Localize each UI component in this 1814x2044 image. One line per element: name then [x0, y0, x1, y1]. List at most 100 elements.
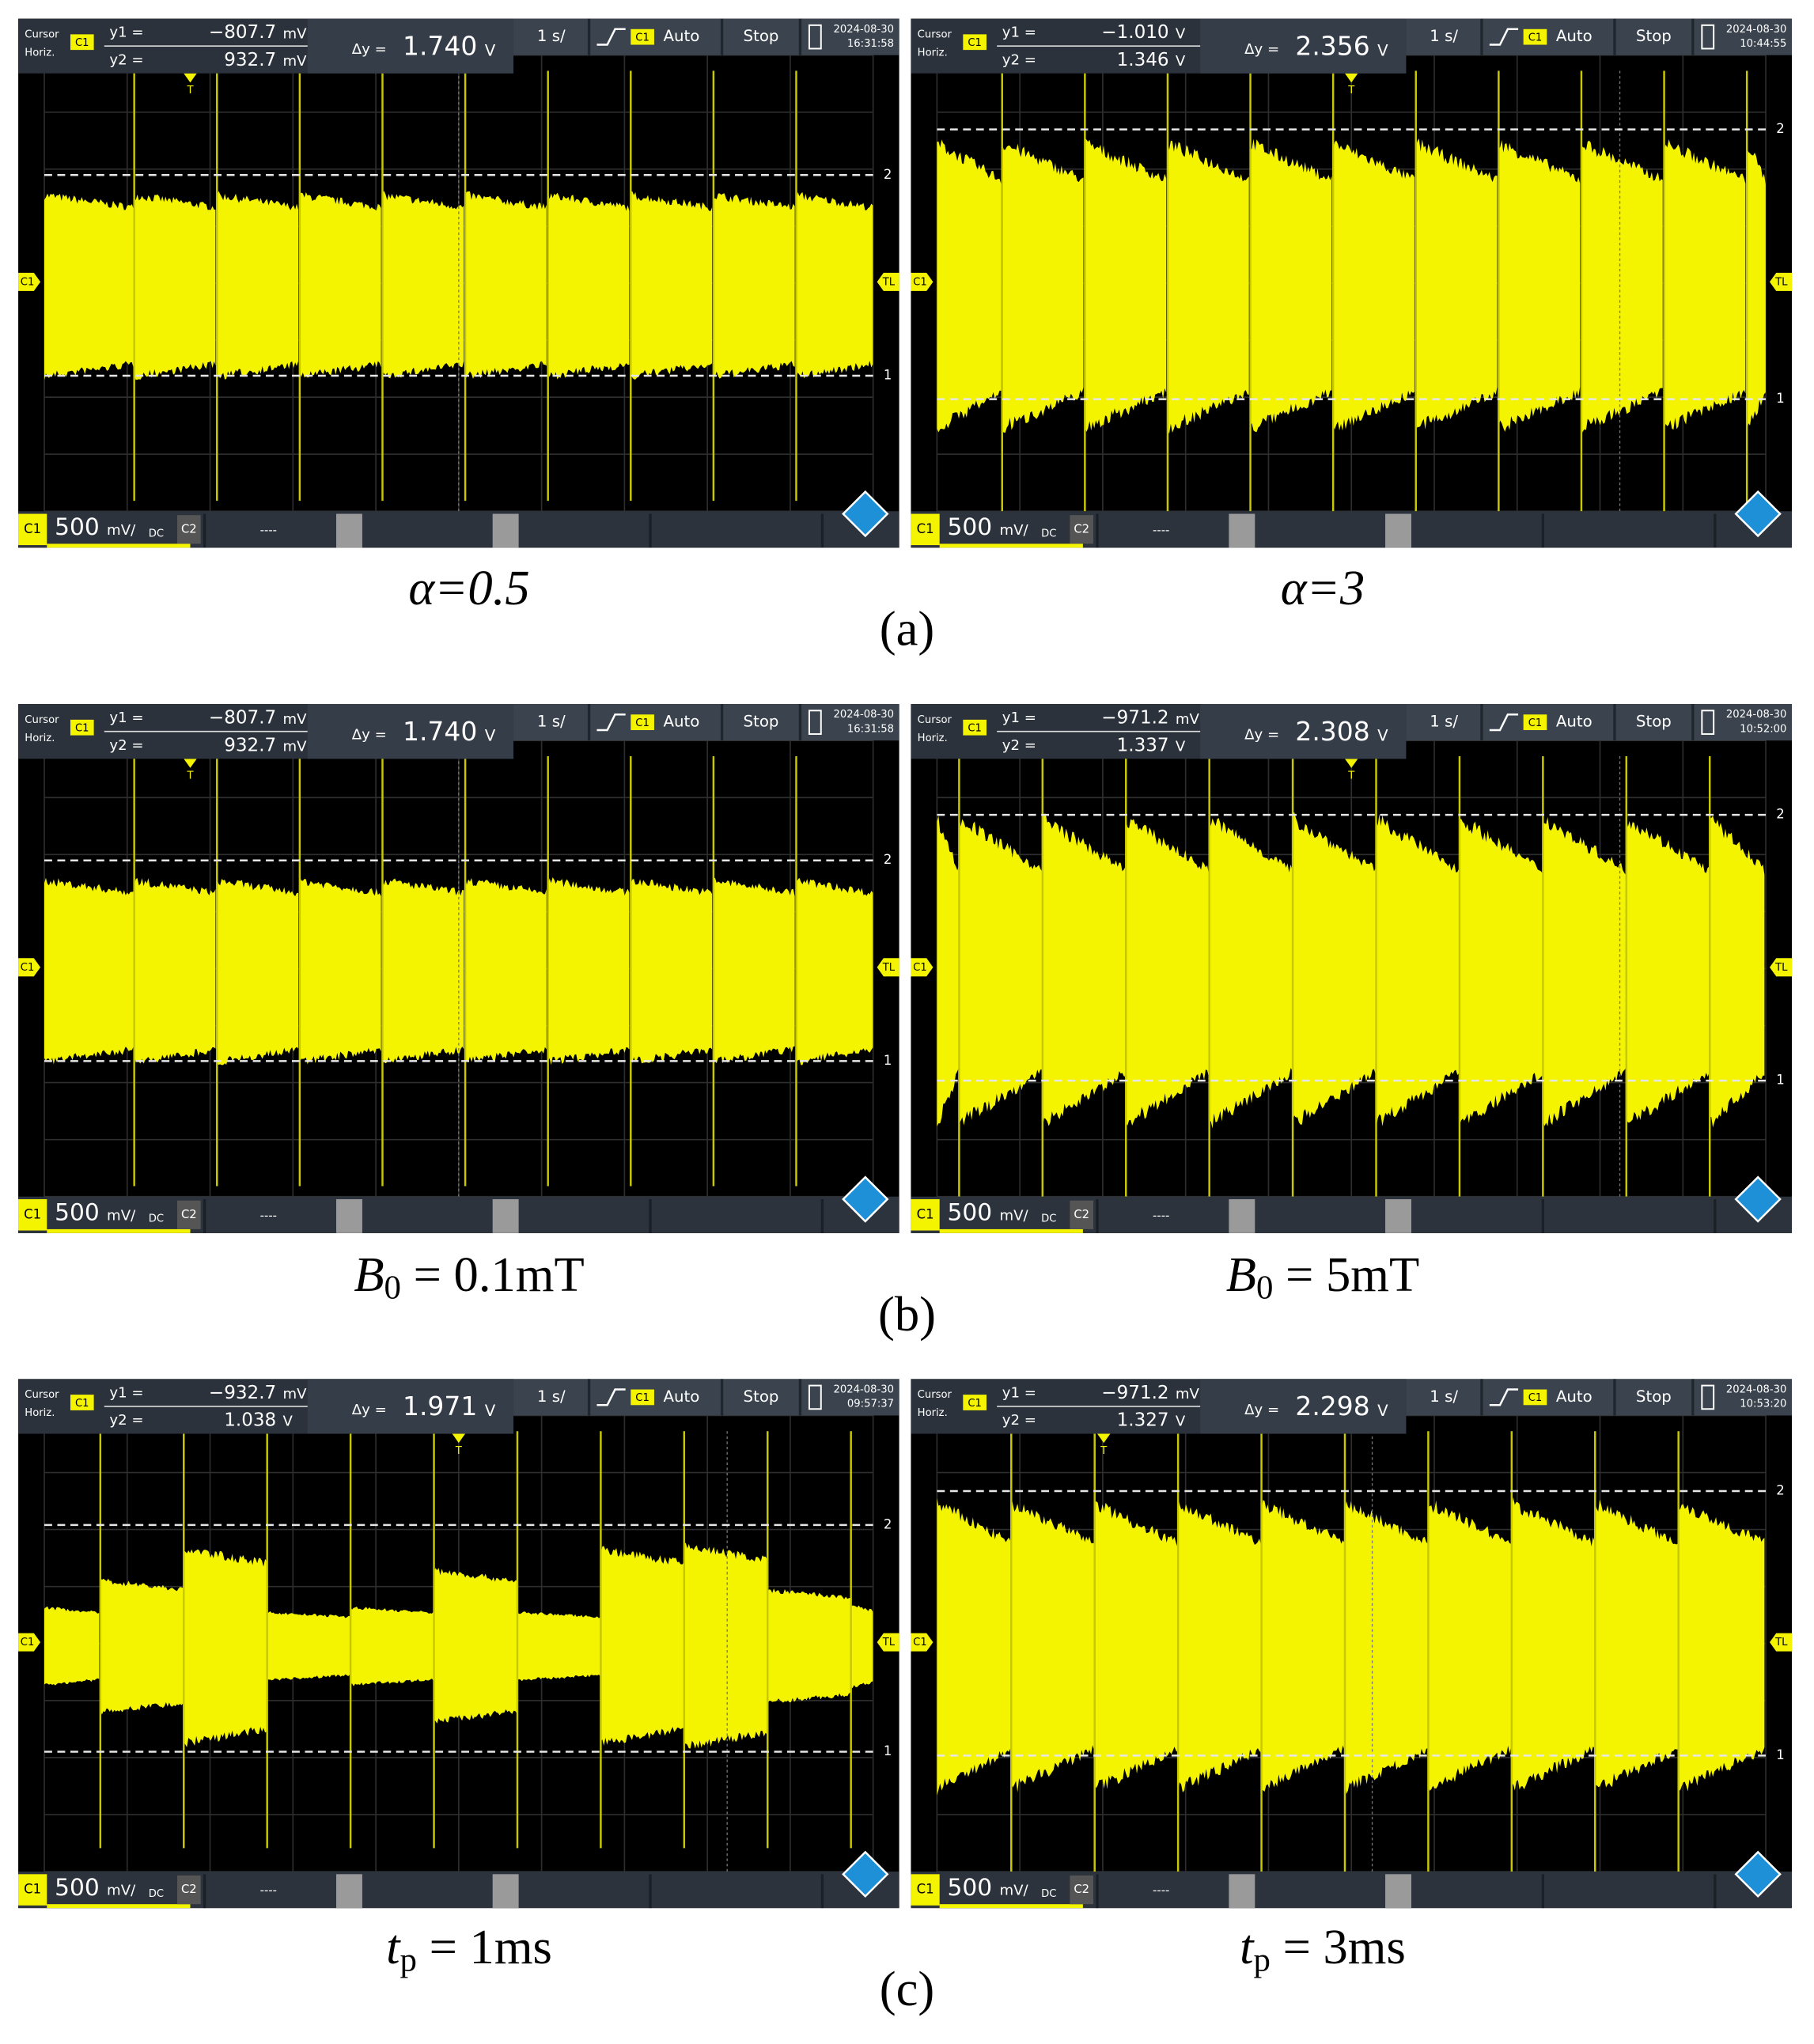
date: 2024-08-30 — [1726, 24, 1786, 36]
cursor-label: Cursor — [918, 714, 952, 726]
scale: 500 — [55, 1873, 100, 1901]
y2-value: 1.337 — [1117, 735, 1169, 755]
time: 10:52:00 — [1740, 723, 1786, 735]
waveform-burst — [134, 194, 216, 380]
waveform-burst — [299, 876, 381, 1065]
battery-icon — [808, 710, 822, 735]
caption-text: = 3ms — [1271, 1920, 1406, 1975]
horiz-label: Horiz. — [918, 732, 948, 744]
channel-tag-label: C1 — [21, 1637, 35, 1648]
waveform-burst — [44, 193, 134, 380]
time: 09:57:37 — [847, 1399, 894, 1410]
scale-unit: mV/ — [107, 522, 136, 539]
footer-channel-box — [18, 1874, 47, 1906]
trigger-level-tag — [877, 272, 899, 291]
trigger-source: C1 — [1528, 1392, 1543, 1404]
channel-badge-label: C1 — [75, 723, 89, 735]
waveform-burst — [1581, 140, 1663, 435]
waveform-burst — [465, 191, 547, 379]
waveform-burst — [1415, 138, 1498, 431]
y1-unit: mV — [1176, 1386, 1200, 1402]
footer-block — [1229, 513, 1255, 548]
cursor-marker: 2 — [1776, 121, 1784, 136]
ch2-state: ---- — [1153, 524, 1169, 537]
coupling: DC — [149, 1213, 164, 1225]
battery-icon — [808, 1384, 822, 1410]
waveform-burst — [1261, 1500, 1345, 1792]
channel-tag-label: C1 — [913, 1637, 927, 1648]
trigger-edge-icon — [596, 1388, 626, 1406]
waveform-burst — [1498, 139, 1581, 432]
footer-channel: C1 — [917, 521, 934, 536]
cursor-label: Cursor — [25, 1389, 59, 1401]
caption-subscript: 0 — [1256, 1269, 1273, 1306]
run-state: Stop — [1636, 713, 1672, 731]
waveform-burst — [713, 877, 795, 1066]
y1-unit: mV — [282, 711, 307, 728]
footer-channel-box — [911, 1874, 940, 1906]
timebase: 1 s/ — [537, 713, 566, 731]
scale-unit: mV/ — [107, 1883, 136, 1899]
cursor-marker: 1 — [884, 367, 892, 382]
dy-label: Δy = — [1244, 1402, 1279, 1418]
waveform-burst — [434, 1568, 517, 1724]
trigger-marker: T — [1100, 1445, 1108, 1457]
y2-unit: V — [1176, 738, 1186, 755]
dy-label: Δy = — [1244, 727, 1279, 744]
waveform-burst — [631, 191, 713, 380]
channel-tag — [911, 1633, 934, 1652]
waveform-burst — [1094, 1501, 1178, 1789]
ch2: C2 — [181, 1883, 197, 1896]
cursor-marker: 2 — [884, 167, 892, 182]
footer-block — [492, 1199, 519, 1233]
footer-channel: C1 — [917, 1882, 934, 1897]
dy-label: Δy = — [352, 41, 387, 58]
run-state: Stop — [1636, 27, 1672, 45]
header-bar — [513, 704, 899, 741]
trigger-edge-icon — [596, 28, 626, 46]
trigger-source: C1 — [1528, 717, 1543, 729]
channel-tag-label: C1 — [21, 276, 35, 288]
date: 2024-08-30 — [834, 709, 894, 721]
panel-caption: tp = 1ms — [386, 1920, 552, 1979]
waveform-burst — [517, 1611, 600, 1682]
battery-icon — [1701, 1384, 1715, 1410]
trigger-mode: Auto — [663, 1387, 699, 1406]
y1-value: −932.7 — [209, 1383, 276, 1403]
footer-bar — [18, 1872, 899, 1909]
footer-block — [1385, 1199, 1411, 1233]
trigger-marker: T — [455, 1445, 463, 1457]
trigger-mode: Auto — [1556, 1387, 1592, 1406]
channel-tag-label: C1 — [913, 276, 927, 288]
trigger-arrow — [184, 759, 197, 768]
waveform-burst — [1664, 138, 1746, 430]
channel-badge-label: C1 — [968, 37, 982, 49]
ch2-state: ---- — [260, 1209, 277, 1222]
trigger-badge — [1523, 1389, 1547, 1406]
horiz-label: Horiz. — [25, 1407, 55, 1419]
y1-label: y1 = — [109, 710, 143, 726]
waveform-burst — [382, 878, 464, 1064]
ch2: C2 — [1074, 522, 1089, 536]
y2-value: 932.7 — [224, 735, 276, 755]
header-dy-box — [1200, 18, 1407, 74]
waveform-burst — [1333, 140, 1414, 431]
channel-badge — [963, 34, 987, 51]
date: 2024-08-30 — [834, 24, 894, 36]
panel-caption: B0 = 5mT — [1226, 1247, 1419, 1307]
waveform-burst — [184, 1549, 267, 1747]
waveform-burst — [1543, 817, 1627, 1126]
waveform-burst — [1511, 1497, 1595, 1791]
brand-logo — [842, 1175, 889, 1223]
time: 10:53:20 — [1740, 1399, 1786, 1410]
dy-value: 1.971 — [403, 1391, 477, 1421]
cursor-label: Cursor — [25, 28, 59, 40]
ch2-box — [177, 1875, 201, 1905]
row-label: (b) — [878, 1286, 936, 1342]
footer-bar — [911, 1872, 1792, 1909]
dy-unit: V — [485, 727, 496, 745]
battery-icon — [1701, 710, 1715, 735]
waveform-burst — [382, 191, 464, 379]
y1-unit: mV — [1176, 711, 1200, 728]
footer-block — [1385, 1874, 1411, 1909]
